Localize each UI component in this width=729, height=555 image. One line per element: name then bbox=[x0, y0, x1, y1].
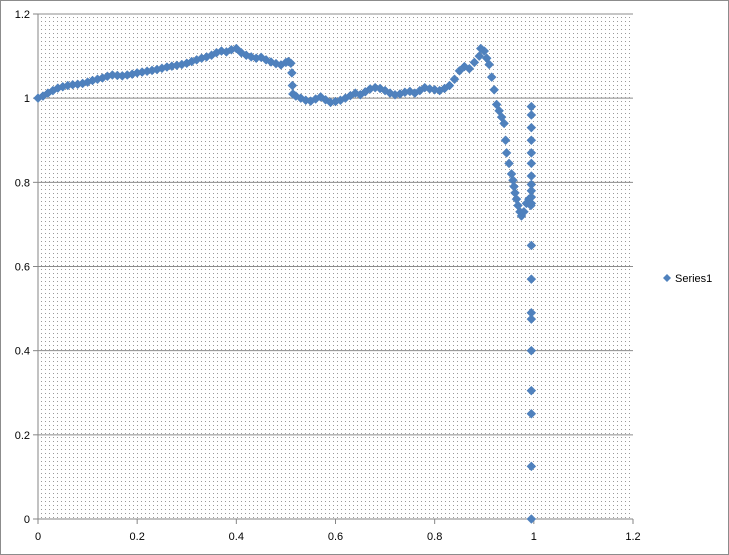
y-tick-label: 0.6 bbox=[15, 262, 30, 274]
x-axis-tick-labels: 0 0.2 0.4 0.6 0.8 1 1.2 bbox=[35, 531, 641, 543]
data-point bbox=[484, 59, 495, 70]
data-point bbox=[504, 158, 514, 169]
data-point bbox=[266, 57, 276, 67]
y-tick-label: 1.2 bbox=[15, 9, 30, 21]
data-point bbox=[241, 50, 252, 61]
x-tick-label: 0 bbox=[35, 531, 41, 543]
data-point bbox=[290, 91, 301, 101]
data-point bbox=[526, 135, 537, 146]
data-point bbox=[519, 206, 529, 217]
x-tick-label: 0.6 bbox=[328, 531, 343, 543]
data-point bbox=[474, 51, 485, 61]
data-point bbox=[385, 88, 395, 98]
data-point bbox=[526, 122, 537, 133]
x-tick-label: 0.2 bbox=[130, 531, 145, 543]
series-points bbox=[33, 43, 537, 524]
y-tick-label: 0 bbox=[24, 514, 30, 526]
y-tick-label: 0.8 bbox=[15, 177, 30, 189]
y-tick-label: 1 bbox=[24, 93, 30, 105]
y-tick-label: 0.4 bbox=[15, 346, 30, 358]
data-point bbox=[526, 345, 537, 356]
data-point bbox=[526, 158, 537, 169]
data-point bbox=[526, 461, 537, 472]
x-tick-label: 0.8 bbox=[427, 531, 442, 543]
x-tick-label: 1 bbox=[531, 531, 537, 543]
legend-label: Series1 bbox=[675, 273, 712, 285]
data-point bbox=[526, 110, 537, 120]
data-point bbox=[500, 135, 511, 146]
data-point bbox=[526, 514, 537, 524]
data-point bbox=[526, 408, 537, 419]
legend: Series1 bbox=[663, 273, 712, 285]
legend-marker-icon bbox=[663, 274, 671, 282]
data-point bbox=[479, 46, 490, 56]
data-point bbox=[526, 198, 537, 209]
data-point bbox=[501, 148, 512, 158]
data-point bbox=[469, 57, 480, 68]
data-point bbox=[489, 84, 500, 95]
data-point bbox=[486, 72, 497, 82]
data-point bbox=[287, 68, 297, 78]
data-point bbox=[464, 63, 475, 74]
data-point bbox=[526, 274, 537, 284]
data-point bbox=[459, 61, 470, 72]
data-point bbox=[449, 74, 460, 85]
data-point bbox=[526, 240, 537, 251]
data-point bbox=[286, 58, 296, 69]
data-point bbox=[499, 118, 509, 129]
data-point bbox=[444, 80, 455, 91]
data-point bbox=[295, 93, 306, 104]
x-tick-label: 0.4 bbox=[229, 531, 244, 543]
data-point bbox=[236, 47, 247, 58]
data-point bbox=[526, 148, 537, 158]
data-point bbox=[526, 314, 537, 324]
y-axis-tick-labels: 0 0.2 0.4 0.6 0.8 1 1.2 bbox=[15, 9, 30, 526]
data-point bbox=[526, 385, 537, 396]
y-tick-label: 0.2 bbox=[15, 430, 30, 442]
x-tick-label: 1.2 bbox=[625, 531, 640, 543]
